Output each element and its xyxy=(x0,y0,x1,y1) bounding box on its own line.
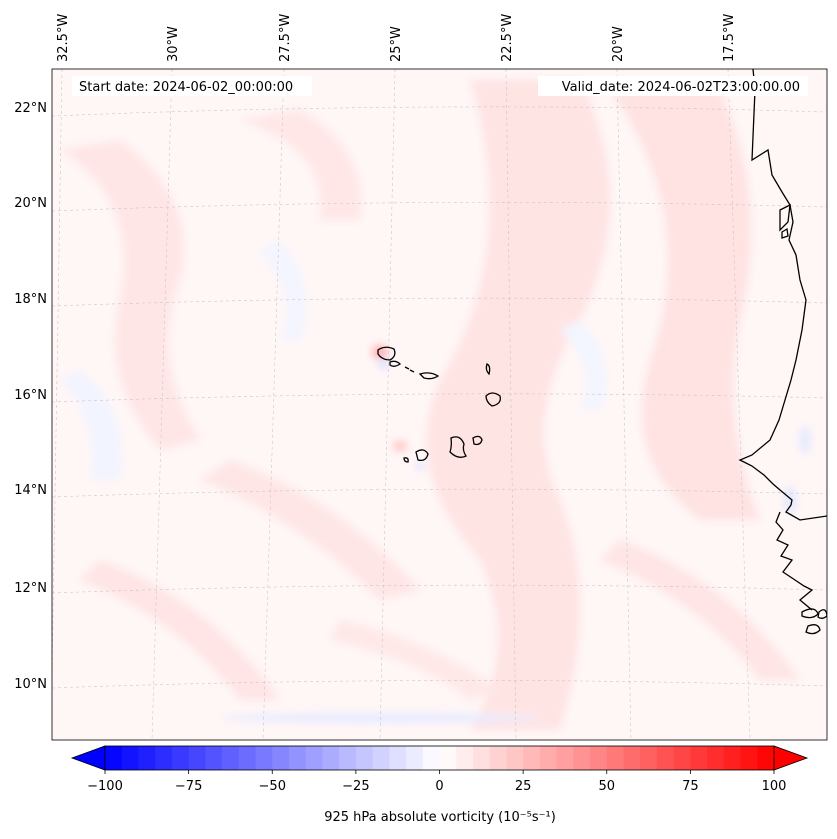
colorbar-tick-label: 25 xyxy=(515,779,532,794)
colorbar-segment xyxy=(640,746,658,770)
colorbar-segment xyxy=(255,746,273,770)
colorbar-segment xyxy=(757,746,775,770)
colorbar-label: 925 hPa absolute vorticity (10⁻⁵s⁻¹) xyxy=(324,810,556,825)
colorbar-segment xyxy=(406,746,424,770)
colorbar-segment xyxy=(606,746,624,770)
coastlines xyxy=(377,69,827,635)
africa-coastline xyxy=(738,69,827,521)
colorbar-segment xyxy=(740,746,758,770)
colorbar-segment xyxy=(288,746,307,770)
colorbar-segment xyxy=(707,746,725,770)
lon-label: 17.5°W xyxy=(722,14,737,62)
colorbar: −100 −75 −50 −25 0 25 50 75 100 925 hPa absolute… xyxy=(70,745,809,825)
colorbar-segment xyxy=(539,746,557,770)
lat-label: 18°N xyxy=(14,292,47,307)
lat-label: 12°N xyxy=(14,581,47,596)
colorbar-segment xyxy=(121,746,139,770)
latitude-labels: 22°N 20°N 18°N 16°N 14°N 12°N 10°N xyxy=(14,101,47,692)
lat-label: 22°N xyxy=(14,101,47,116)
colorbar-tick-label: 75 xyxy=(682,779,699,794)
colorbar-segment xyxy=(590,746,608,770)
lat-label: 16°N xyxy=(14,388,47,403)
colorbar-segment xyxy=(673,746,691,770)
lon-label: 27.5°W xyxy=(278,14,293,62)
colorbar-segment xyxy=(339,746,357,770)
colorbar-segment xyxy=(656,746,675,770)
colorbar-segment xyxy=(690,746,708,770)
lon-label: 20°W xyxy=(611,26,626,62)
colorbar-segment xyxy=(355,746,374,770)
colorbar-segment xyxy=(456,746,474,770)
lon-label: 30°W xyxy=(166,26,181,62)
colorbar-tick-label: −25 xyxy=(342,779,369,794)
vorticity-field xyxy=(60,80,811,730)
colorbar-segment xyxy=(472,746,491,770)
colorbar-segment xyxy=(138,746,156,770)
start-date-text: Start date: 2024-06-02_00:00:00 xyxy=(79,80,293,95)
colorbar-segment xyxy=(272,746,290,770)
lat-label: 20°N xyxy=(14,196,47,211)
colorbar-segment xyxy=(623,746,641,770)
colorbar-extend-high xyxy=(773,745,809,771)
colorbar-segment xyxy=(305,746,323,770)
colorbar-tick-label: 50 xyxy=(598,779,615,794)
colorbar-segment xyxy=(372,746,390,770)
lat-label: 10°N xyxy=(14,677,47,692)
lon-label: 32.5°W xyxy=(56,14,71,62)
colorbar-segment xyxy=(205,746,223,770)
colorbar-segment xyxy=(222,746,240,770)
colorbar-segment xyxy=(188,746,206,770)
colorbar-segments xyxy=(105,746,775,770)
colorbar-segment xyxy=(389,746,407,770)
colorbar-tick-label: −100 xyxy=(87,779,123,794)
map-panel: Start date: 2024-06-02_00:00:00 Valid_da… xyxy=(51,68,828,741)
map-frame xyxy=(51,68,828,741)
colorbar-extend-low xyxy=(70,745,106,771)
colorbar-tick-label: −75 xyxy=(175,779,202,794)
longitude-labels: 32.5°W 30°W 27.5°W 25°W 22.5°W 20°W 17.5… xyxy=(56,14,737,62)
cape-verde-islands xyxy=(377,346,396,361)
colorbar-ticks: −100 −75 −50 −25 0 25 50 75 100 xyxy=(87,770,786,794)
gridlines xyxy=(52,69,827,740)
colorbar-tick-label: 0 xyxy=(435,779,443,794)
lat-label: 14°N xyxy=(14,483,47,498)
valid-date-text: Valid_date: 2024-06-02T23:00:00.00 xyxy=(562,80,800,95)
colorbar-tick-label: −50 xyxy=(259,779,286,794)
colorbar-segment xyxy=(238,746,256,770)
colorbar-segment xyxy=(506,746,524,770)
colorbar-segment xyxy=(105,746,123,770)
colorbar-segment xyxy=(556,746,574,770)
colorbar-segment xyxy=(523,746,541,770)
colorbar-segment xyxy=(723,746,741,770)
lon-label: 25°W xyxy=(389,26,404,62)
colorbar-tick-label: 100 xyxy=(762,779,787,794)
colorbar-segment xyxy=(155,746,173,770)
colorbar-segment xyxy=(489,746,507,770)
colorbar-segment xyxy=(171,746,190,770)
valid-date-box xyxy=(538,76,808,96)
colorbar-segment xyxy=(573,746,591,770)
colorbar-segment xyxy=(439,746,457,770)
colorbar-segment xyxy=(322,746,340,770)
start-date-box xyxy=(72,76,312,96)
colorbar-segment xyxy=(422,746,440,770)
info-boxes: Start date: 2024-06-02_00:00:00 Valid_da… xyxy=(72,76,808,96)
lon-label: 22.5°W xyxy=(500,14,515,62)
